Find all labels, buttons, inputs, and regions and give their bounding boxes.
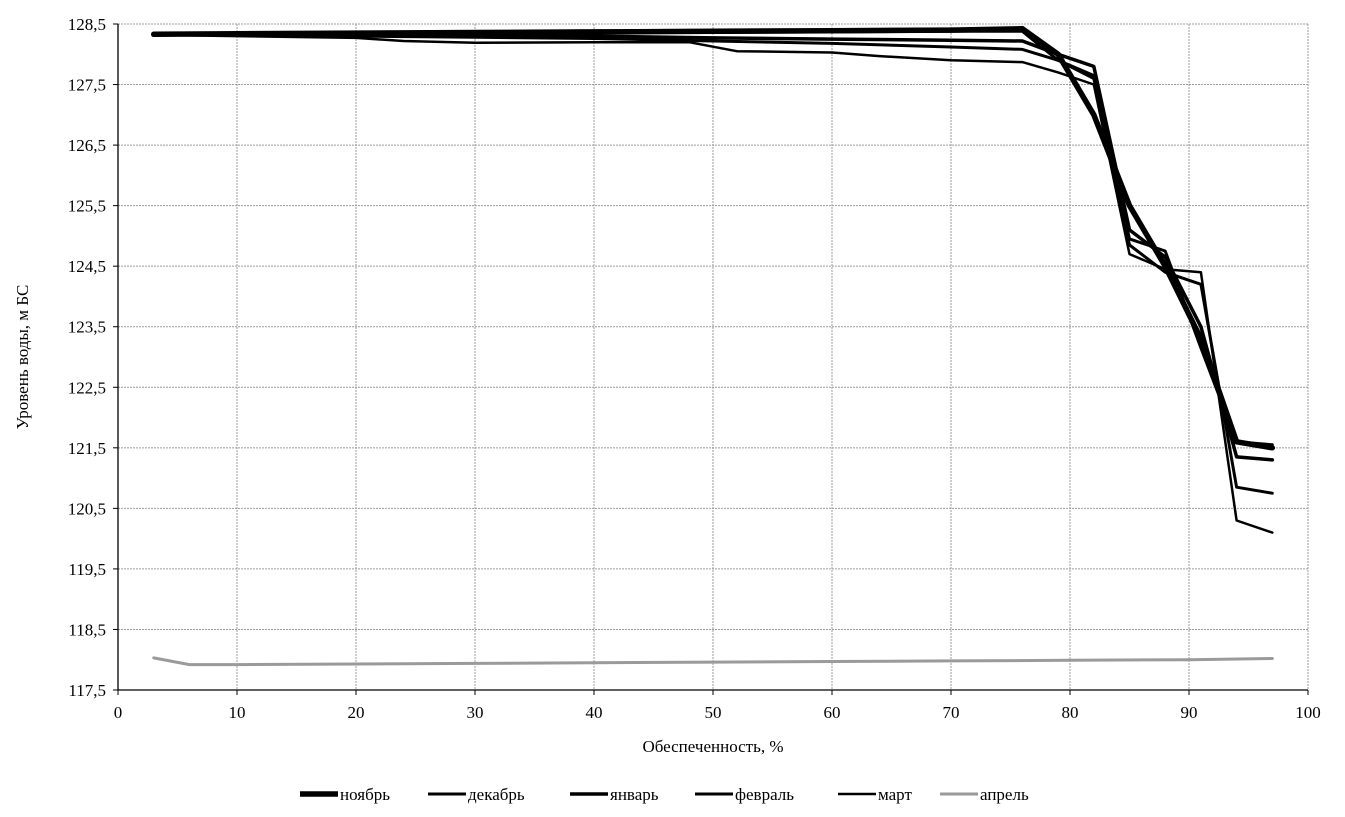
grid-layer <box>117 23 1309 691</box>
y-tick-label: 120,5 <box>68 499 106 518</box>
ticks-layer: 117,5 118,5 119,5 120,5 121,5 122,5 123,5 124,5… <box>68 15 1321 722</box>
legend-item-3: январь <box>570 785 659 804</box>
series-line-6 <box>152 656 1274 667</box>
legend-label: декабрь <box>468 785 525 804</box>
y-tick-label: 126,5 <box>68 136 106 155</box>
series-line-4 <box>152 32 1274 495</box>
legend-label: март <box>878 785 912 804</box>
x-tick-label: 20 <box>348 703 365 722</box>
y-tick-label: 125,5 <box>68 197 106 216</box>
legend-item-2: декабрь <box>428 785 525 804</box>
y-tick-label: 119,5 <box>68 560 106 579</box>
x-tick-label: 30 <box>467 703 484 722</box>
y-tick-label: 123,5 <box>68 318 106 337</box>
series-layer <box>150 26 1276 667</box>
series-line-5 <box>152 33 1274 534</box>
x-tick-label: 50 <box>705 703 722 722</box>
y-tick-label: 117,5 <box>68 681 106 700</box>
x-tick-label: 0 <box>114 703 123 722</box>
x-axis-title: Обеспеченность, % <box>642 737 783 756</box>
x-tick-label: 60 <box>824 703 841 722</box>
legend-item-6: апрель <box>940 785 1029 804</box>
legend-label: февраль <box>735 785 794 804</box>
y-tick-label: 127,5 <box>68 76 106 95</box>
legend-item-1: ноябрь <box>300 785 390 804</box>
series-line-2 <box>152 29 1274 447</box>
legend: ноябрь декабрь январь февраль март апрель <box>300 785 1029 804</box>
y-tick-label: 121,5 <box>68 439 106 458</box>
x-tick-label: 40 <box>586 703 603 722</box>
x-tick-label: 70 <box>943 703 960 722</box>
titles-layer: Обеспеченность, % Уровень воды, м БС <box>13 285 784 756</box>
legend-label: апрель <box>980 785 1029 804</box>
x-tick-label: 80 <box>1062 703 1079 722</box>
legend-label: январь <box>610 785 659 804</box>
x-tick-label: 10 <box>229 703 246 722</box>
x-tick-label: 100 <box>1295 703 1321 722</box>
legend-item-4: февраль <box>695 785 794 804</box>
y-tick-label: 122,5 <box>68 378 106 397</box>
y-tick-label: 124,5 <box>68 257 106 276</box>
y-tick-label: 128,5 <box>68 15 106 34</box>
x-tick-label: 90 <box>1181 703 1198 722</box>
y-tick-label: 118,5 <box>68 620 106 639</box>
legend-item-5: март <box>838 785 912 804</box>
y-axis-title: Уровень воды, м БС <box>13 285 32 430</box>
legend-label: ноябрь <box>340 785 390 804</box>
